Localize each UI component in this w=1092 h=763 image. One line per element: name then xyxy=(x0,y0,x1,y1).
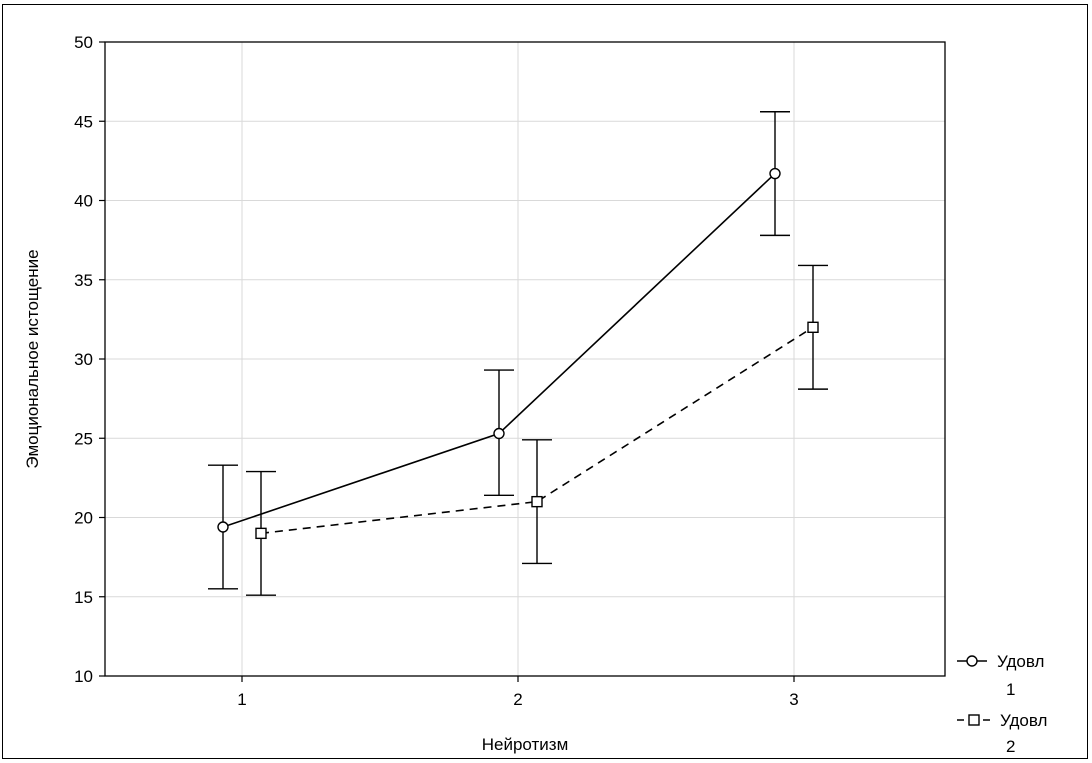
legend-marker-square xyxy=(968,714,980,726)
y-tick-label: 15 xyxy=(74,588,93,607)
legend-label-2: Удовл xyxy=(1000,711,1047,730)
legend: Удовл 1 Удовл 2 xyxy=(957,652,1047,756)
y-tick-label: 50 xyxy=(74,33,93,52)
chart-frame xyxy=(2,4,1088,759)
y-axis: 10 15 20 25 30 35 40 45 50 xyxy=(74,33,105,686)
series-line-2 xyxy=(260,326,814,535)
y-tick-label: 35 xyxy=(74,271,93,290)
y-axis-title: Эмоциональное истощение xyxy=(23,249,42,468)
y-tick-label: 10 xyxy=(74,667,93,686)
data-point-square xyxy=(531,495,543,508)
y-tick-label: 40 xyxy=(74,192,93,211)
y-tick-label: 20 xyxy=(74,509,93,528)
y-tick-label: 30 xyxy=(74,350,93,369)
data-point-circle xyxy=(769,167,781,180)
legend-label-1-line2: 1 xyxy=(1006,680,1015,699)
y-tick-label: 25 xyxy=(74,429,93,448)
y-tick-label: 45 xyxy=(74,112,93,131)
data-point-circle xyxy=(493,427,505,440)
series-layer xyxy=(208,111,828,596)
x-tick-label: 3 xyxy=(789,690,798,709)
data-point-circle xyxy=(217,521,229,533)
x-tick-label: 2 xyxy=(513,690,522,709)
x-axis-title: Нейротизм xyxy=(482,735,569,754)
data-point-square xyxy=(807,321,819,333)
legend-marker-circle xyxy=(966,655,978,667)
legend-item-1: Удовл 1 xyxy=(957,652,1044,699)
legend-label-2-line2: 2 xyxy=(1006,737,1015,756)
legend-item-2: Удовл 2 xyxy=(957,711,1047,756)
grid-lines xyxy=(105,42,945,676)
x-tick-label: 1 xyxy=(237,690,246,709)
legend-label-1: Удовл xyxy=(997,652,1044,671)
x-axis: 1 2 3 xyxy=(237,676,799,709)
data-point-square xyxy=(255,527,267,540)
